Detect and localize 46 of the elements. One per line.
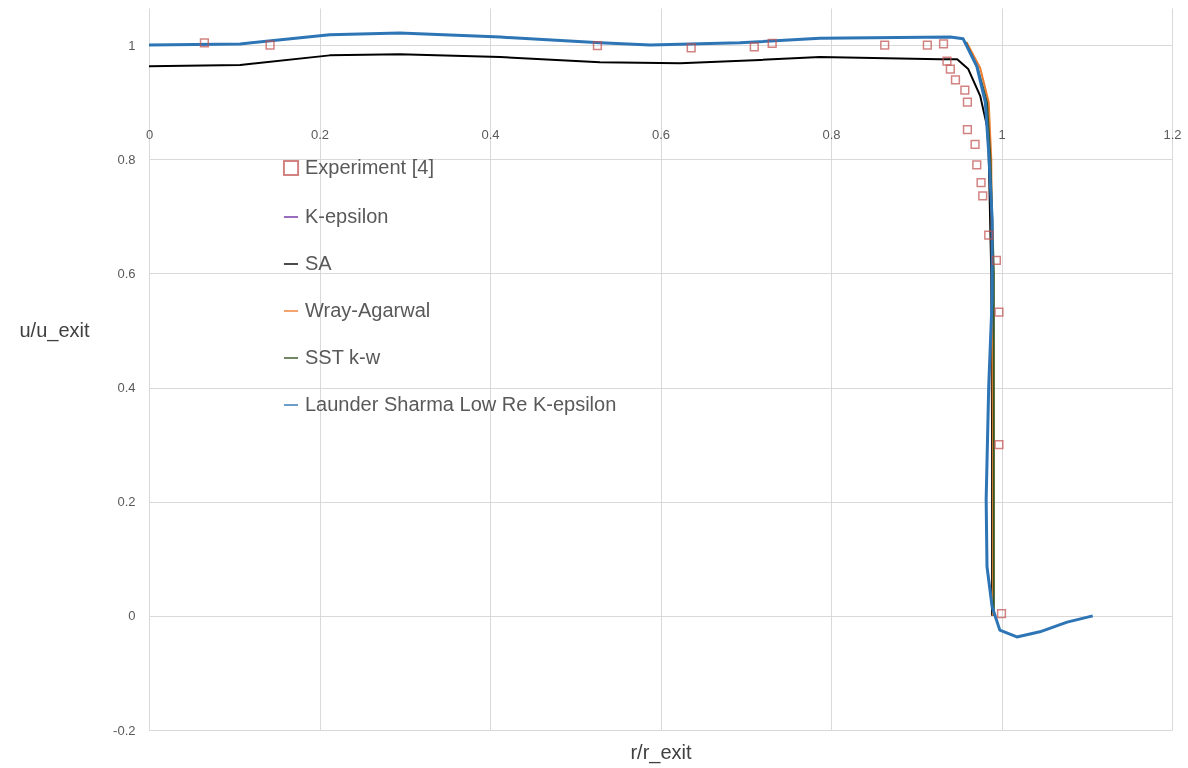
point bbox=[880, 40, 890, 50]
x-tick-label: 1.2 bbox=[1163, 126, 1182, 142]
x-tick-label: 0 bbox=[145, 126, 154, 142]
point bbox=[265, 40, 275, 50]
point bbox=[945, 64, 955, 74]
point bbox=[970, 139, 980, 150]
x-tick-label: 0.2 bbox=[310, 126, 330, 142]
point bbox=[994, 440, 1004, 450]
legend-label: Launder Sharma Low Re K-epsilon bbox=[305, 393, 617, 415]
y-tick-label: -0.2 bbox=[113, 722, 136, 738]
point bbox=[984, 230, 994, 240]
point bbox=[994, 307, 1004, 317]
point bbox=[922, 40, 932, 50]
point bbox=[962, 97, 973, 107]
x-axis-title: r/r_exit bbox=[630, 740, 692, 764]
point bbox=[938, 39, 949, 49]
point bbox=[950, 75, 961, 85]
y-tick-label: 0.4 bbox=[117, 380, 136, 396]
y-tick-label: 0.8 bbox=[117, 151, 136, 167]
point bbox=[978, 191, 988, 201]
point bbox=[592, 41, 603, 51]
point bbox=[686, 43, 696, 53]
point bbox=[767, 38, 777, 49]
y-tick-label: 0.2 bbox=[117, 494, 136, 510]
x-tick-label: 0.8 bbox=[822, 126, 841, 142]
legend-label: Wray-Agarwal bbox=[305, 299, 431, 321]
y-tick-label: 0 bbox=[128, 608, 136, 624]
y-tick-label: 0.6 bbox=[117, 265, 136, 281]
point bbox=[972, 160, 982, 170]
legend-label: SA bbox=[305, 252, 333, 274]
point bbox=[749, 42, 759, 52]
point bbox=[199, 38, 210, 48]
y-axis-title: u/u_exit bbox=[19, 318, 90, 342]
point bbox=[962, 124, 973, 135]
point bbox=[942, 56, 952, 66]
y-tick-label: 1 bbox=[128, 37, 136, 53]
x-tick-label: 0.4 bbox=[481, 126, 500, 142]
point bbox=[991, 255, 1002, 265]
point bbox=[976, 178, 986, 188]
x-tick-label: 1 bbox=[998, 126, 1006, 142]
legend-label: K-epsilon bbox=[305, 205, 389, 227]
legend-label: Experiment [4] bbox=[305, 156, 434, 178]
x-tick-label: 0.6 bbox=[651, 126, 671, 142]
point bbox=[996, 608, 1007, 619]
point bbox=[960, 85, 970, 95]
legend-label: SST k-w bbox=[305, 346, 381, 368]
